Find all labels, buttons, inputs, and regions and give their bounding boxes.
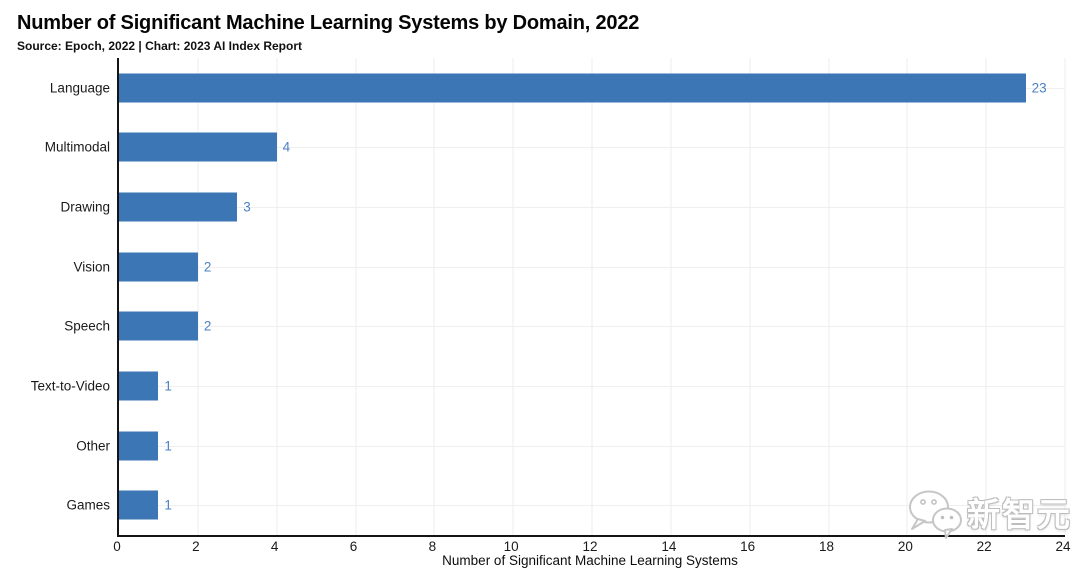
bar-value-label: 1 [164,378,172,394]
bar-value-label: 1 [164,438,172,454]
vertical-gridline [670,58,672,535]
x-tick-label: 24 [1055,539,1071,554]
horizontal-gridline [119,505,1065,507]
x-tick-label: 14 [661,539,677,554]
y-axis-labels: Language Multimodal Drawing Vision Speech Tex… [0,58,110,535]
x-tick-label: 6 [349,539,358,554]
x-tick-label: 12 [582,539,598,554]
horizontal-gridline [119,326,1065,328]
vertical-gridline [355,58,356,535]
bar-value-label: 4 [282,139,291,155]
horizontal-gridline [119,445,1065,447]
wechat-icon [909,490,962,539]
watermark-text: 新智元 [967,495,1072,533]
vertical-gridline [828,58,829,535]
category-label: Multimodal [44,139,110,155]
bar-games [119,490,159,520]
bar-text-to-video [119,371,159,401]
vertical-gridline [512,58,514,535]
x-tick-label: 0 [113,539,121,554]
plot-area: 23 4 3 2 2 1 1 1 [117,58,1066,537]
category-label: Other [76,438,110,454]
x-axis-ticks: 0 2 4 6 8 10 12 14 16 18 20 22 24 [113,539,1070,555]
category-label: Vision [73,259,110,275]
x-tick-label: 8 [428,539,437,554]
vertical-gridline [197,58,199,535]
chart-title: Number of Significant Machine Learning S… [17,12,640,34]
x-tick-label: 4 [270,539,279,554]
bar-value-label: 1 [164,497,172,513]
bar-drawing [119,192,238,222]
vertical-gridline [591,58,593,535]
category-label: Language [49,80,110,96]
vertical-gridline [433,58,435,535]
bar-language [119,73,1026,103]
horizontal-gridline [119,385,1065,387]
category-label: Drawing [60,199,110,215]
horizontal-gridline [119,266,1065,268]
bar-value-label: 2 [203,259,212,275]
x-tick-label: 16 [740,539,756,554]
bar-value-label: 3 [243,199,251,215]
chart-source-note: Source: Epoch, 2022 | Chart: 2023 AI Ind… [17,39,302,53]
bar-vision [119,252,198,282]
x-tick-label: 10 [503,539,519,554]
bar-speech [119,311,198,341]
vertical-gridline [276,58,278,535]
horizontal-gridline [119,207,1065,209]
bar-value-label: 2 [203,318,212,334]
bar-other [119,431,159,461]
x-tick-label: 2 [192,539,200,554]
watermark: 新智元 [905,488,1072,540]
category-label: Games [66,497,110,513]
x-axis-title: Number of Significant Machine Learning S… [442,553,738,568]
vertical-gridline [749,58,751,535]
vertical-gridline [1064,58,1066,535]
horizontal-gridline [119,147,1065,149]
x-tick-label: 18 [818,539,835,554]
bar-value-label: 23 [1031,80,1047,96]
category-label: Text-to-Video [30,378,110,394]
vertical-gridline [985,58,987,535]
x-tick-label: 20 [897,539,913,554]
bar-multimodal [119,132,277,162]
x-tick-label: 22 [976,539,992,554]
category-label: Speech [64,318,110,334]
vertical-gridline [906,58,908,535]
